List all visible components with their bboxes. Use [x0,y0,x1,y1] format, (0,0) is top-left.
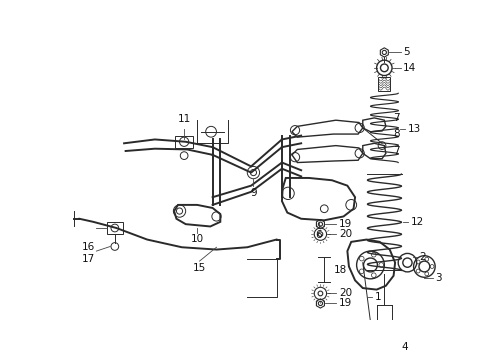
Text: 17: 17 [81,254,95,264]
Text: 2: 2 [419,252,426,262]
Text: 5: 5 [403,48,410,58]
Text: 13: 13 [408,125,421,134]
Text: 20: 20 [339,288,352,298]
Bar [107,222,122,234]
Text: 16: 16 [81,242,95,252]
Text: 20: 20 [339,229,352,239]
Text: 11: 11 [177,114,191,124]
Text: 7: 7 [393,146,400,156]
Text: 6: 6 [316,230,322,239]
Bar [378,77,391,91]
Text: 3: 3 [435,273,442,283]
Text: 19: 19 [339,219,352,229]
Text: 9: 9 [250,188,257,198]
Text: 15: 15 [193,263,206,273]
Text: 14: 14 [403,63,416,73]
Text: 19: 19 [339,298,352,309]
Text: 7: 7 [393,113,400,123]
Text: 8: 8 [393,129,400,139]
Text: 12: 12 [411,217,424,227]
Bar [175,136,194,148]
Text: 10: 10 [191,234,204,244]
Text: 1: 1 [374,292,381,302]
Text: 18: 18 [334,265,347,275]
Text: 4: 4 [401,342,408,352]
